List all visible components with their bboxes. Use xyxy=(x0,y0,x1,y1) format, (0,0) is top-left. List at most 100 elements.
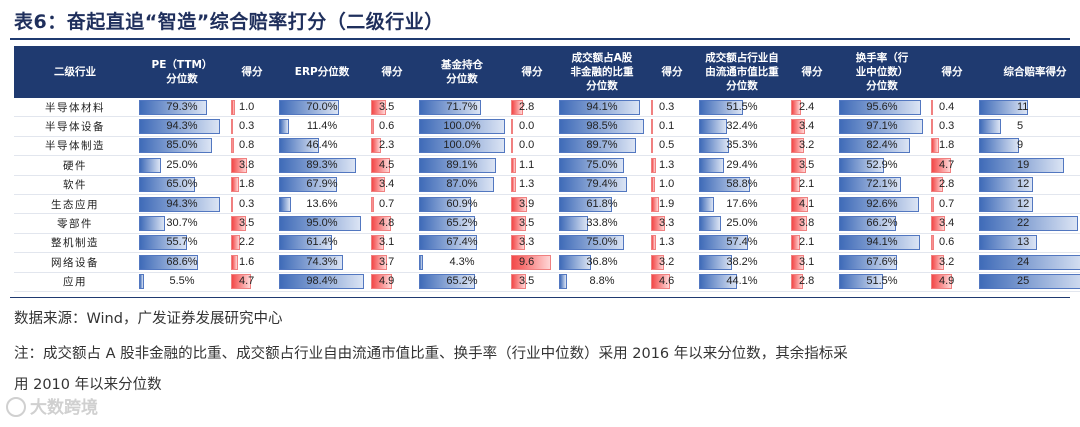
free-percentile-cell: 25.0% xyxy=(696,213,788,234)
turn-score-cell: 4.9 xyxy=(928,272,976,292)
footer-divider xyxy=(10,297,1070,298)
pe-score-value: 0.3 xyxy=(239,120,255,133)
industry-name: 零部件 xyxy=(14,213,136,234)
industry-name: 网络设备 xyxy=(14,252,136,273)
erp-score-value: 3.4 xyxy=(379,178,395,191)
fund-score-cell: 3.5 xyxy=(508,272,556,292)
pe-score-cell: 3.8 xyxy=(228,155,276,176)
erp-percentile-bar xyxy=(279,254,343,270)
erp-score-value: 4.8 xyxy=(379,217,395,230)
turn-percentile-value: 52.9% xyxy=(866,158,898,171)
free-percentile-bar xyxy=(699,274,737,290)
fund-score-cell: 1.3 xyxy=(508,175,556,195)
pe-score-value: 0.8 xyxy=(239,139,255,152)
pe-percentile-bar xyxy=(139,177,195,193)
turn-score-cell: 0.4 xyxy=(928,98,976,118)
free-percentile-value: 57.4% xyxy=(726,236,758,249)
erp-score-bar xyxy=(371,216,392,232)
pe-percentile-cell: 5.5% xyxy=(136,272,228,292)
amt-score-cell: 0.3 xyxy=(648,98,696,118)
total-score-bar xyxy=(979,254,1080,270)
turn-score-bar xyxy=(931,119,933,135)
fund-score-bar xyxy=(511,235,525,251)
amt-score-value: 0.3 xyxy=(659,100,675,113)
industry-name: 半导体制造 xyxy=(14,136,136,157)
erp-percentile-bar xyxy=(279,177,338,193)
turn-percentile-value: 92.6% xyxy=(866,197,898,210)
column-header: ERP分位数 xyxy=(276,46,368,98)
amt-percentile-value: 98.5% xyxy=(586,120,618,133)
column-header: 基金持仓 分位数 xyxy=(416,46,508,98)
turn-score-bar xyxy=(931,99,933,115)
erp-score-cell: 4.5 xyxy=(368,155,416,176)
fund-score-value: 1.3 xyxy=(519,178,535,191)
pe-percentile-bar xyxy=(139,119,221,135)
fund-score-value: 1.1 xyxy=(519,158,535,171)
pe-score-bar xyxy=(231,119,233,135)
pe-percentile-bar xyxy=(139,138,213,154)
erp-score-bar xyxy=(371,157,390,173)
fund-percentile-value: 89.1% xyxy=(446,158,478,171)
turn-percentile-cell: 94.1% xyxy=(836,233,928,254)
erp-percentile-cell: 70.0% xyxy=(276,98,368,118)
industry-name: 应用 xyxy=(14,272,136,292)
pe-score-value: 0.3 xyxy=(239,197,255,210)
pe-score-value: 4.7 xyxy=(239,275,255,288)
erp-score-bar xyxy=(371,235,385,251)
fund-score-value: 2.8 xyxy=(519,100,535,113)
erp-percentile-value: 98.4% xyxy=(306,275,338,288)
erp-percentile-value: 74.3% xyxy=(306,255,338,268)
erp-score-cell: 3.7 xyxy=(368,252,416,273)
free-percentile-bar xyxy=(699,254,732,270)
fund-score-value: 9.6 xyxy=(519,255,535,268)
industry-name: 生态应用 xyxy=(14,194,136,215)
total-score-cell: 13 xyxy=(976,233,1080,254)
total-score-value: 12 xyxy=(1017,178,1030,191)
amt-percentile-cell: 94.1% xyxy=(556,98,648,118)
pe-score-cell: 1.6 xyxy=(228,252,276,273)
pe-percentile-cell: 79.3% xyxy=(136,98,228,118)
total-score-cell: 22 xyxy=(976,213,1080,234)
total-score-bar xyxy=(979,157,1065,173)
amt-percentile-cell: 33.8% xyxy=(556,213,648,234)
total-score-value: 11 xyxy=(1017,100,1029,113)
pe-score-value: 3.8 xyxy=(239,158,255,171)
pe-score-value: 3.5 xyxy=(239,217,255,230)
free-score-bar xyxy=(791,119,806,135)
turn-percentile-bar xyxy=(839,99,922,115)
erp-percentile-cell: 11.4% xyxy=(276,116,368,137)
turn-percentile-bar xyxy=(839,235,920,251)
erp-percentile-bar xyxy=(279,138,319,154)
turn-percentile-value: 66.2% xyxy=(866,217,898,230)
free-percentile-bar xyxy=(699,177,750,193)
amt-score-bar xyxy=(651,254,665,270)
turn-percentile-bar xyxy=(839,157,885,173)
free-percentile-cell: 51.5% xyxy=(696,98,788,118)
turn-score-bar xyxy=(931,177,943,193)
turn-percentile-value: 67.6% xyxy=(866,255,898,268)
fund-percentile-value: 100.0% xyxy=(443,139,481,152)
free-percentile-value: 58.8% xyxy=(726,178,758,191)
fund-percentile-bar xyxy=(419,99,481,115)
erp-percentile-value: 61.4% xyxy=(306,236,338,249)
pe-percentile-cell: 68.6% xyxy=(136,252,228,273)
free-score-cell: 2.4 xyxy=(788,98,836,118)
free-score-cell: 3.2 xyxy=(788,136,836,157)
total-score-value: 5 xyxy=(1017,120,1024,133)
amt-percentile-bar xyxy=(559,216,589,232)
free-percentile-bar xyxy=(699,216,721,232)
free-percentile-value: 44.1% xyxy=(726,275,758,288)
erp-score-cell: 4.8 xyxy=(368,213,416,234)
turn-percentile-cell: 95.6% xyxy=(836,98,928,118)
pe-score-value: 2.2 xyxy=(239,236,255,249)
total-score-bar xyxy=(979,177,1033,193)
turn-percentile-bar xyxy=(839,254,898,270)
free-score-cell: 2.8 xyxy=(788,272,836,292)
free-percentile-bar xyxy=(699,138,730,154)
total-score-bar xyxy=(979,196,1033,212)
fund-score-cell: 0.0 xyxy=(508,116,556,137)
fund-score-cell: 1.1 xyxy=(508,155,556,176)
pe-score-bar xyxy=(231,157,247,173)
fund-score-bar xyxy=(511,216,526,232)
free-percentile-cell: 44.1% xyxy=(696,272,788,292)
